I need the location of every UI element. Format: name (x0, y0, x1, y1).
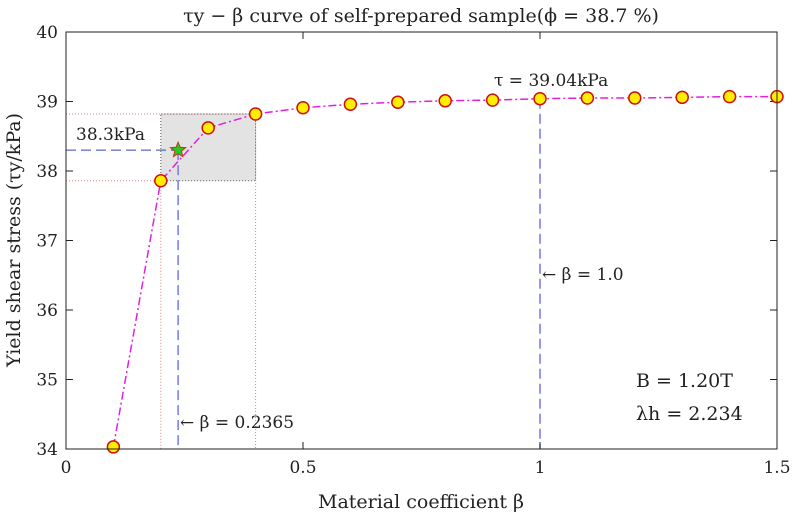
data-point (106, 440, 121, 454)
beta-star-label: ← β = 0.2365 (180, 413, 294, 433)
b-field-label: B = 1.20T (636, 370, 733, 392)
x-axis-label: Material coefficient β (318, 491, 524, 513)
y-tick-label: 37 (36, 232, 58, 252)
y-tick-label: 39 (36, 93, 58, 113)
beta-one-label: ← β = 1.0 (542, 265, 624, 285)
y-tick-label: 34 (36, 440, 58, 460)
data-point (248, 107, 263, 121)
lambda-label: λh = 2.234 (636, 403, 743, 425)
plot-frame (65, 31, 778, 450)
data-point (154, 173, 168, 188)
x-tick-label: 0.5 (289, 458, 316, 478)
data-point (580, 91, 595, 105)
chart-title: τy − β curve of self-prepared sample(ϕ =… (183, 5, 659, 27)
y-tick-label: 40 (36, 23, 58, 43)
star-value-label: 38.3kPa (76, 125, 145, 145)
x-tick-label: 1.5 (763, 458, 790, 478)
data-point (201, 121, 215, 135)
highlight-star (169, 140, 187, 158)
data-point (485, 93, 500, 107)
x-tick-label: 1 (535, 458, 546, 478)
x-tick-label: 0 (61, 458, 72, 478)
y-tick-label: 35 (36, 371, 58, 391)
data-point (533, 91, 547, 106)
data-point (391, 95, 405, 109)
y-tick-label: 36 (36, 301, 58, 321)
y-axis-label: Yield shear stress (τy/kPa) (3, 113, 25, 368)
tau-label: τ = 39.04kPa (494, 71, 608, 91)
data-point (722, 89, 737, 104)
data-point (628, 91, 642, 105)
y-tick-label: 38 (36, 162, 58, 182)
data-point (343, 97, 358, 112)
data-point (438, 94, 452, 108)
data-point (675, 90, 689, 105)
data-point (296, 101, 310, 115)
